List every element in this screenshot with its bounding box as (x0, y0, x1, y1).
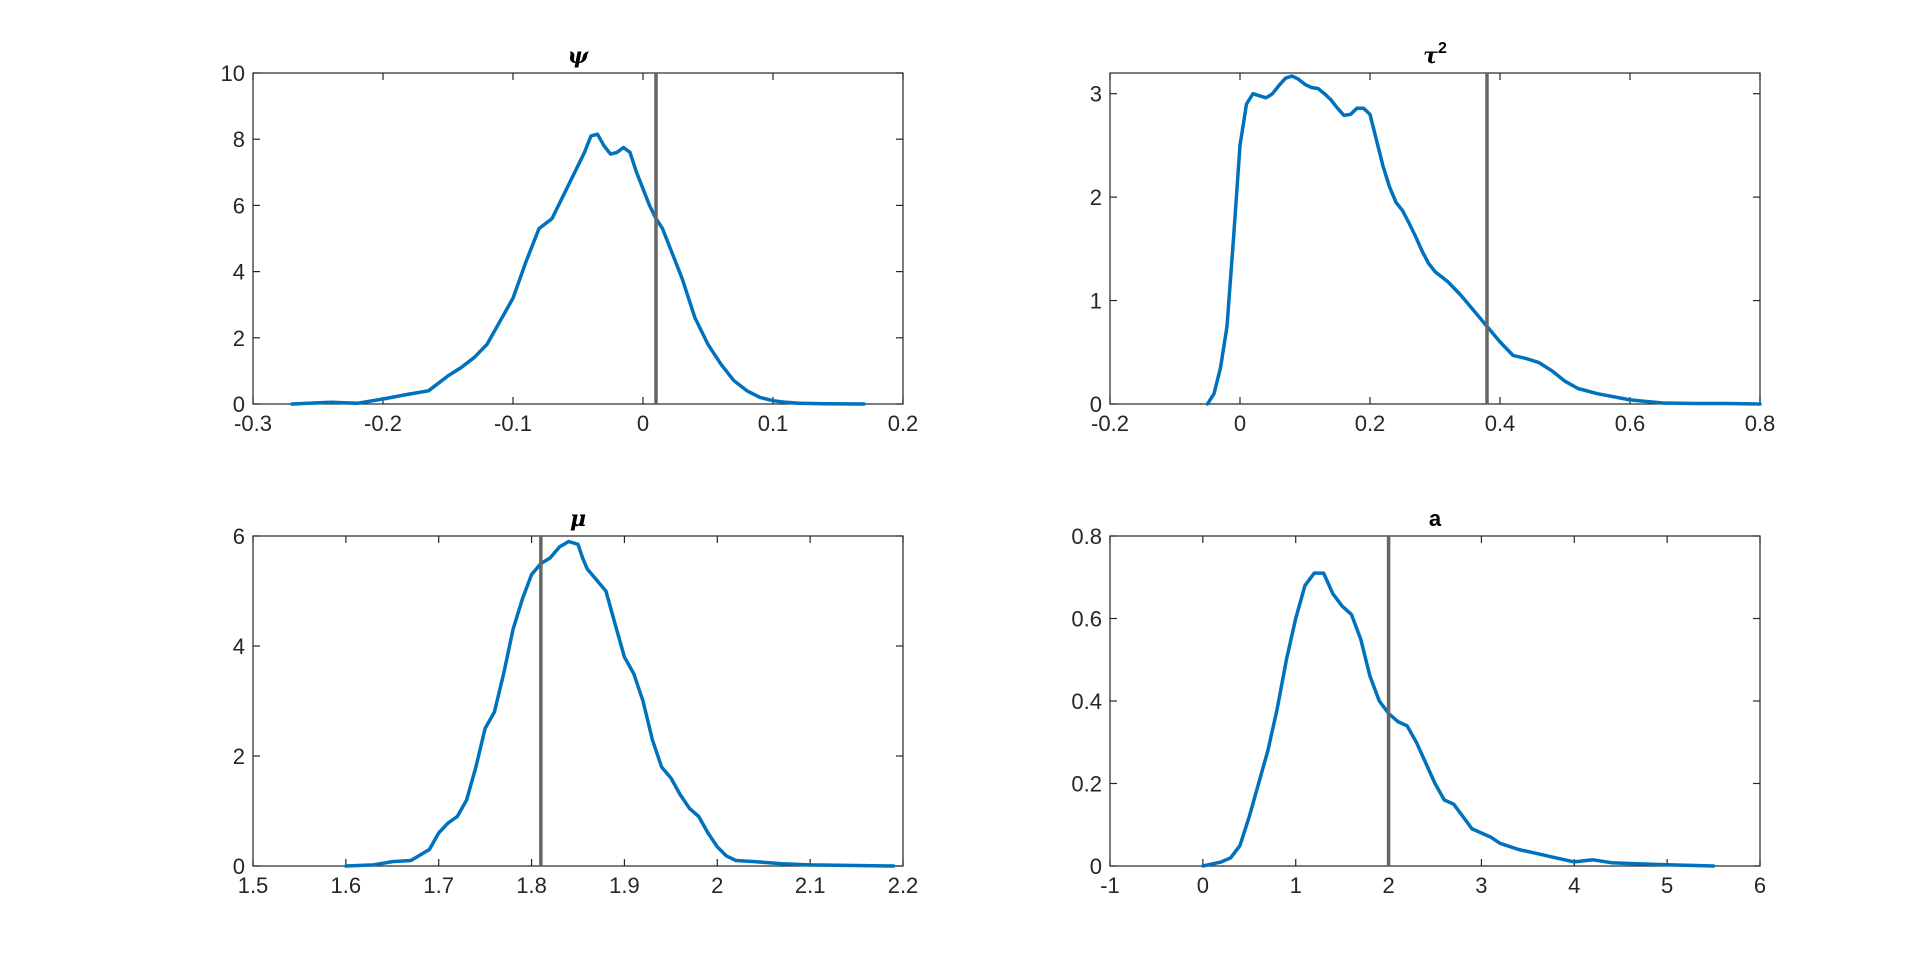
y-tick-label: 1 (1090, 289, 1102, 314)
subplot-title-symbol: μ (570, 506, 586, 532)
subplot-title-superscript: 2 (1438, 40, 1447, 57)
y-tick-label: 10 (221, 61, 245, 86)
x-tick-label: 5 (1661, 873, 1673, 898)
subplot-title-symbol: τ (1423, 43, 1438, 69)
axes-box (1109, 535, 1761, 867)
x-tick-label: 0.6 (1615, 411, 1646, 436)
x-tick-label: -1 (1100, 873, 1120, 898)
y-tick-label: 3 (1090, 82, 1102, 107)
x-tick-label: 0.2 (1355, 411, 1386, 436)
x-tick-label: 2.1 (795, 873, 826, 898)
x-tick-label: 4 (1568, 873, 1580, 898)
x-tick-label: 3 (1475, 873, 1487, 898)
x-tick-label: 0.2 (888, 411, 919, 436)
subplot-mu: 1.5 1.6 1.7 1.8 1.9 2 2.1 2.2 0 2 4 6 μ (233, 506, 919, 898)
y-tick-label: 6 (233, 524, 245, 549)
y-tick-label: 4 (233, 634, 245, 659)
y-tick-label: 2 (1090, 185, 1102, 210)
x-tick-label: -0.3 (234, 411, 272, 436)
y-tick-label: 0.4 (1071, 689, 1102, 714)
subplot-title-symbol: ψ (568, 43, 590, 69)
x-tick-label: 2 (1382, 873, 1394, 898)
x-tick-label: 0.8 (1745, 411, 1776, 436)
y-tick-label: 2 (233, 744, 245, 769)
x-tick-label: -0.1 (494, 411, 532, 436)
subplot-title: a (1429, 506, 1442, 531)
x-tick-label: 2 (711, 873, 723, 898)
axes-box (1109, 72, 1761, 405)
subplot-a: -1 0 1 2 3 4 5 600.20.40.60.8a (1071, 506, 1766, 898)
subplot-title-symbol: a (1429, 506, 1442, 531)
x-tick-label: 0 (1234, 411, 1246, 436)
x-tick-label: 0.4 (1485, 411, 1516, 436)
y-tick-label: 8 (233, 127, 245, 152)
y-tick-label: 2 (233, 326, 245, 351)
y-tick-label: 0 (1090, 392, 1102, 417)
x-tick-label: 6 (1754, 873, 1766, 898)
x-tick-label: 1.7 (423, 873, 454, 898)
axes-box (252, 72, 904, 405)
subplot-psi: -0.3 -0.2 -0.1 0 0.1 0.2 0 2 4 6 8 10 ψ (221, 43, 919, 436)
x-tick-label: 2.2 (888, 873, 919, 898)
x-tick-label: 1.9 (609, 873, 640, 898)
density-curve (1201, 571, 1716, 868)
y-tick-label: 4 (233, 260, 245, 285)
y-tick-label: 0 (233, 854, 245, 879)
subplot-title: τ2 (1423, 40, 1447, 69)
subplot-title: μ (570, 506, 586, 532)
density-curve (344, 539, 896, 868)
density-curve (1205, 74, 1762, 406)
x-tick-label: 0 (637, 411, 649, 436)
y-tick-label: 0.8 (1071, 524, 1102, 549)
subplot-title: ψ (568, 43, 590, 69)
x-tick-label: -0.2 (1091, 411, 1129, 436)
x-tick-label: 1.5 (238, 873, 269, 898)
y-tick-label: 0.2 (1071, 772, 1102, 797)
x-tick-label: 0.1 (758, 411, 789, 436)
axes-box (252, 535, 904, 867)
y-tick-label: 0 (233, 392, 245, 417)
y-tick-label: 0 (1090, 854, 1102, 879)
x-tick-label: 1 (1290, 873, 1302, 898)
density-curve (290, 132, 866, 406)
x-tick-label: 1.6 (331, 873, 362, 898)
y-tick-label: 6 (233, 193, 245, 218)
y-tick-label: 0.6 (1071, 607, 1102, 632)
x-tick-label: 0 (1197, 873, 1209, 898)
x-tick-label: -0.2 (364, 411, 402, 436)
x-tick-label: 1.8 (516, 873, 547, 898)
